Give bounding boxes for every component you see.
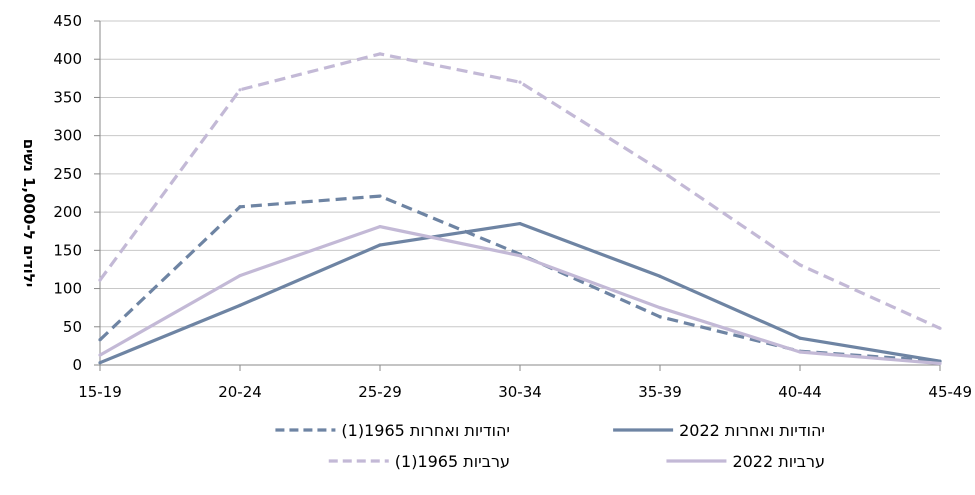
data-point	[518, 80, 522, 84]
x-tick-label: 25-29	[358, 383, 402, 401]
y-tick-label: 450	[53, 12, 82, 30]
data-point	[98, 361, 102, 365]
legend-label: ערביות 1965(1)	[395, 452, 510, 471]
legend-label: יהודיות ואחרות 1965(1)	[341, 421, 510, 440]
y-tick-label: 100	[53, 280, 82, 298]
y-axis-ticks: 0 50 100 150 200 250 300 350 400 450	[53, 12, 100, 374]
data-point	[658, 274, 662, 278]
y-tick-label: 400	[53, 50, 82, 68]
y-axis-label: ילודים ל-1,000 נשים	[20, 139, 38, 288]
data-point	[98, 353, 102, 357]
data-point	[378, 52, 382, 56]
series-line-4	[99, 225, 941, 366]
data-point	[518, 254, 522, 258]
data-point	[798, 336, 802, 340]
data-point	[98, 278, 102, 282]
legend-label: ערביות 2022	[732, 452, 825, 471]
x-axis-ticks: 15-19 20-24 25-29 30-34 35-39 40-44 45-49	[78, 365, 972, 401]
x-tick-label: 40-44	[778, 383, 822, 401]
data-point	[798, 263, 802, 267]
y-tick-label: 150	[53, 241, 82, 259]
x-tick-label: 35-39	[638, 383, 682, 401]
y-tick-label: 350	[53, 88, 82, 106]
series-lines	[98, 52, 942, 366]
data-point	[378, 194, 382, 198]
data-point	[378, 243, 382, 247]
y-tick-label: 50	[63, 318, 82, 336]
data-point	[378, 225, 382, 229]
data-point	[98, 338, 102, 342]
data-point	[658, 168, 662, 172]
series-line-1	[98, 194, 941, 363]
data-point	[798, 350, 802, 354]
series-line-3	[98, 52, 941, 330]
series-line-2	[99, 222, 941, 365]
data-point	[238, 205, 242, 209]
data-point	[658, 306, 662, 310]
data-point	[938, 326, 942, 330]
data-point	[518, 221, 522, 226]
axes	[99, 21, 940, 366]
y-tick-label: 200	[53, 203, 82, 221]
data-point	[658, 315, 662, 319]
data-point	[938, 361, 942, 366]
x-tick-label: 45-49	[928, 383, 972, 401]
legend: יהודיות ואחרות 1965(1) יהודיות ואחרות 202…	[275, 421, 825, 471]
x-tick-label: 20-24	[218, 383, 262, 401]
data-point	[238, 273, 242, 278]
data-point	[238, 88, 242, 92]
y-tick-label: 300	[53, 127, 82, 145]
legend-label: יהודיות ואחרות 2022	[679, 421, 825, 440]
gridlines	[100, 20, 940, 328]
y-tick-label: 250	[53, 165, 82, 183]
x-tick-label: 15-19	[78, 383, 122, 401]
y-tick-label: 0	[72, 356, 82, 374]
x-tick-label: 30-34	[498, 383, 542, 401]
data-point	[238, 303, 242, 307]
